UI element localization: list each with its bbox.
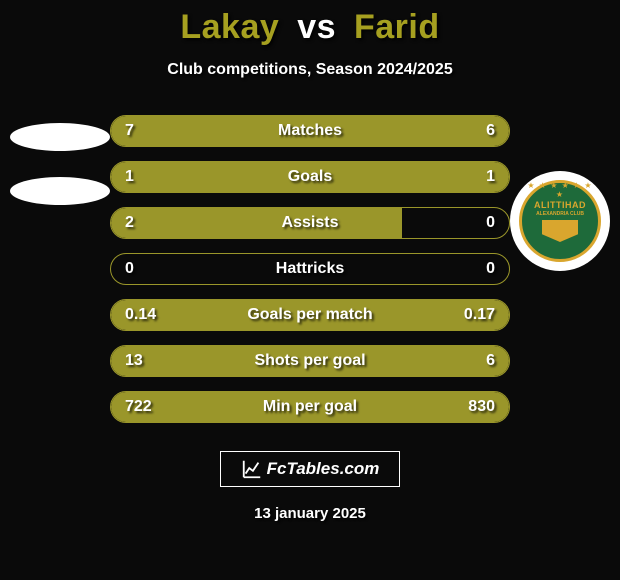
crest-shield-icon: [542, 220, 578, 242]
stat-label: Matches: [278, 122, 342, 140]
stat-value-right: 0: [486, 214, 495, 232]
player-left-name: Lakay: [180, 8, 279, 46]
club-badge-left-1: [10, 123, 110, 151]
alittihad-crest: ★ ★ ★ ★ ★ ★ ★ ALITTIHAD ALEXANDRIA CLUB: [519, 180, 601, 262]
crest-text: ALITTIHAD: [534, 200, 586, 210]
chart-icon: [241, 458, 263, 480]
stat-value-left: 2: [125, 214, 134, 232]
stat-value-left: 13: [125, 352, 143, 370]
comparison-card: Lakay vs Farid Club competitions, Season…: [0, 0, 620, 580]
stat-label: Hattricks: [276, 260, 344, 278]
stat-value-right: 0.17: [464, 306, 495, 324]
stat-row: 7 6 Matches: [110, 115, 510, 147]
stat-value-right: 0: [486, 260, 495, 278]
bar-right: [326, 116, 509, 146]
crest-stars: ★ ★ ★ ★ ★ ★ ★: [522, 181, 598, 199]
stats-area: ★ ★ ★ ★ ★ ★ ★ ALITTIHAD ALEXANDRIA CLUB …: [0, 115, 620, 423]
stats-list: 7 6 Matches 1 1 Goals 2 0 Assists 0 0 Hattricks 0.14…: [110, 115, 510, 423]
player-right-name: Farid: [354, 8, 440, 46]
vs-label: vs: [297, 8, 336, 46]
stat-label: Assists: [282, 214, 339, 232]
stat-value-left: 1: [125, 168, 134, 186]
club-badge-left-2: [10, 177, 110, 205]
stat-row: 2 0 Assists: [110, 207, 510, 239]
page-title: Lakay vs Farid: [180, 8, 439, 47]
stat-value-right: 1: [486, 168, 495, 186]
stat-row: 0 0 Hattricks: [110, 253, 510, 285]
crest-subtext: ALEXANDRIA CLUB: [536, 211, 584, 217]
stat-value-left: 7: [125, 122, 134, 140]
stat-label: Goals: [288, 168, 332, 186]
stat-row: 1 1 Goals: [110, 161, 510, 193]
stat-row: 13 6 Shots per goal: [110, 345, 510, 377]
brand-logo: FcTables.com: [220, 451, 400, 487]
stat-value-left: 0: [125, 260, 134, 278]
bar-left: [111, 208, 402, 238]
date-label: 13 january 2025: [254, 505, 366, 522]
bar-left: [111, 162, 310, 192]
subtitle: Club competitions, Season 2024/2025: [167, 61, 452, 79]
stat-label: Min per goal: [263, 398, 357, 416]
stat-value-left: 722: [125, 398, 152, 416]
stat-row: 0.14 0.17 Goals per match: [110, 299, 510, 331]
stat-value-right: 6: [486, 352, 495, 370]
stat-value-right: 6: [486, 122, 495, 140]
stat-label: Goals per match: [247, 306, 372, 324]
stat-label: Shots per goal: [254, 352, 365, 370]
brand-text: FcTables.com: [267, 459, 380, 479]
club-badge-right: ★ ★ ★ ★ ★ ★ ★ ALITTIHAD ALEXANDRIA CLUB: [510, 171, 610, 271]
stat-row: 722 830 Min per goal: [110, 391, 510, 423]
stat-value-right: 830: [468, 398, 495, 416]
stat-value-left: 0.14: [125, 306, 156, 324]
bar-right: [310, 162, 509, 192]
